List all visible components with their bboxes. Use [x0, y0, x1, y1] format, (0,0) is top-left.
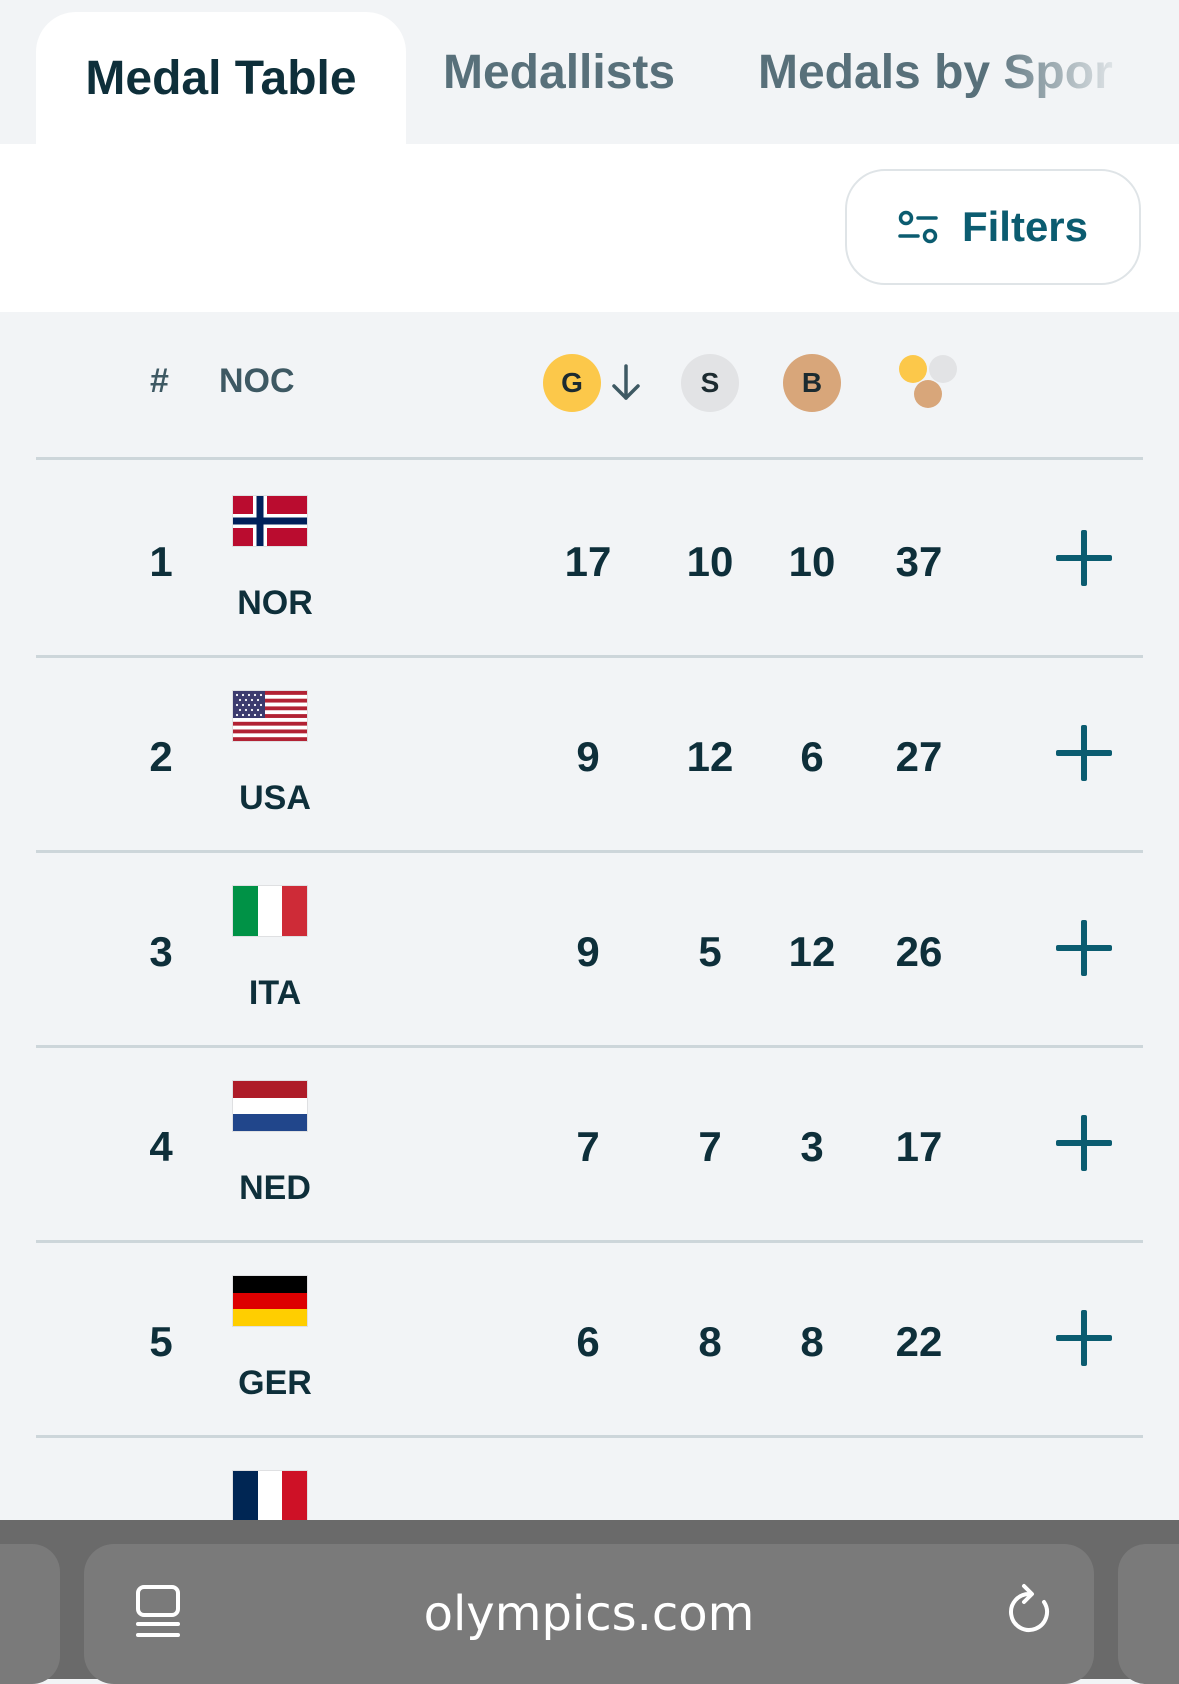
total-count: 22 [895, 1318, 943, 1365]
gold-count: 6 [576, 1318, 600, 1365]
netherlands-flag-icon [233, 1081, 307, 1131]
silver-count: 8 [698, 1318, 722, 1365]
table-row[interactable] [36, 1435, 1143, 1630]
expand-plus-icon[interactable] [1056, 1310, 1112, 1366]
expand-plus-icon[interactable] [1056, 1115, 1112, 1171]
rank-header: # [150, 362, 169, 400]
medal-table-header: # NOC G S B [36, 312, 1143, 460]
gold-count: 9 [576, 928, 600, 975]
previous-tab-pill[interactable] [0, 1544, 60, 1684]
medals-total-icon[interactable] [898, 354, 962, 414]
silver-count: 7 [698, 1123, 722, 1170]
silver-count: 12 [686, 733, 734, 780]
browser-toolbar: olympics.com [0, 1520, 1179, 1684]
tab-overview-icon[interactable] [134, 1584, 182, 1640]
bronze-header-label: B [801, 367, 823, 398]
url-text: olympics.com [423, 1586, 755, 1642]
table-row[interactable]: 4 NED 7 7 3 17 [36, 1045, 1143, 1243]
table-row[interactable]: 1 NOR 17 10 10 37 [36, 460, 1143, 658]
bronze-count: 8 [800, 1318, 824, 1365]
reload-icon[interactable] [1004, 1582, 1056, 1640]
silver-count: 10 [686, 538, 734, 585]
tab-overflow-fade [989, 0, 1179, 144]
bronze-count: 3 [800, 1123, 824, 1170]
rank-cell: 2 [149, 733, 173, 780]
tab-medal-table[interactable]: Medal Table [36, 12, 406, 144]
noc-code[interactable]: NED [239, 1169, 311, 1207]
bronze-count: 6 [800, 733, 824, 780]
gold-header-label: G [561, 367, 583, 398]
next-tab-pill[interactable] [1118, 1544, 1179, 1684]
tab-medallists[interactable]: Medallists [443, 45, 676, 99]
usa-flag-icon [233, 691, 307, 741]
table-row[interactable]: 3 ITA 9 5 12 26 [36, 850, 1143, 1048]
gold-count: 9 [576, 733, 600, 780]
silver-count: 5 [698, 928, 722, 975]
noc-code[interactable]: NOR [237, 584, 313, 622]
gold-count: 17 [564, 538, 612, 585]
filters-label: Filters [961, 203, 1089, 250]
sliders-icon [898, 210, 938, 244]
italy-flag-icon [233, 886, 307, 936]
gold-medal-header[interactable]: G [543, 354, 601, 412]
noc-code[interactable]: GER [238, 1364, 312, 1402]
arrow-down-icon [612, 364, 640, 400]
bronze-medal-header[interactable]: B [783, 354, 841, 412]
rank-cell: 1 [149, 538, 173, 585]
filters-button[interactable]: Filters [845, 169, 1141, 285]
total-count: 27 [895, 733, 943, 780]
rank-cell: 3 [149, 928, 173, 975]
noc-header[interactable]: NOC [219, 362, 295, 400]
filter-bar: Filters [0, 144, 1179, 312]
total-count: 26 [895, 928, 943, 975]
total-count: 17 [895, 1123, 943, 1170]
germany-flag-icon [233, 1276, 307, 1326]
noc-code[interactable]: USA [239, 779, 311, 817]
bronze-count: 12 [788, 928, 836, 975]
expand-plus-icon[interactable] [1056, 920, 1112, 976]
rank-cell: 5 [149, 1318, 173, 1365]
total-count: 37 [895, 538, 943, 585]
france-flag-icon [233, 1471, 307, 1521]
norway-flag-icon [233, 496, 307, 546]
bronze-count: 10 [788, 538, 836, 585]
table-row[interactable]: 2 USA 9 12 6 27 [36, 655, 1143, 853]
silver-header-label: S [700, 367, 720, 398]
expand-plus-icon[interactable] [1056, 725, 1112, 781]
table-row[interactable]: 5 GER 6 8 8 22 [36, 1240, 1143, 1438]
rank-cell: 4 [149, 1123, 173, 1170]
expand-plus-icon[interactable] [1056, 530, 1112, 586]
tab-bar: Medal Table Medallists Medals by Spor [0, 0, 1179, 144]
noc-code[interactable]: ITA [248, 974, 302, 1012]
address-bar[interactable]: olympics.com [84, 1544, 1094, 1684]
gold-count: 7 [576, 1123, 600, 1170]
silver-medal-header[interactable]: S [681, 354, 739, 412]
